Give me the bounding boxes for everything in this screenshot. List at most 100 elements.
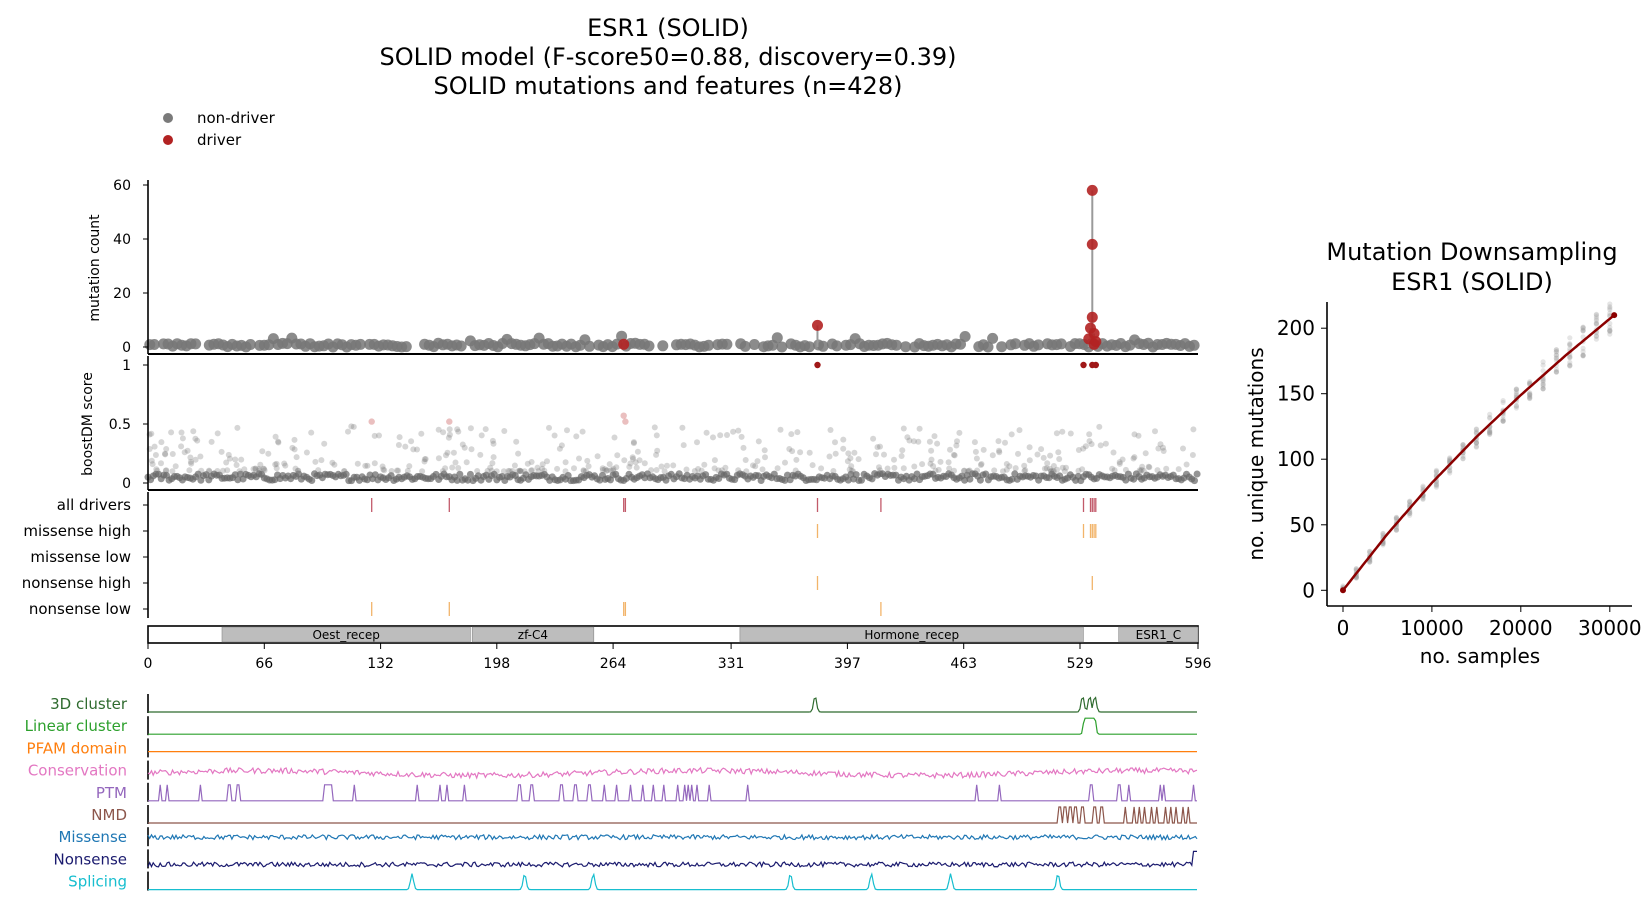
driver-track-label: missense high bbox=[23, 522, 131, 540]
y-tick-label: 0 bbox=[122, 340, 131, 356]
non-driver-score-point bbox=[490, 470, 498, 478]
non-driver-score-point bbox=[1008, 475, 1016, 483]
non-driver-score-point bbox=[932, 467, 939, 474]
downsample-point bbox=[1607, 304, 1613, 310]
downsample-point bbox=[1540, 362, 1546, 368]
driver-score-point bbox=[446, 418, 453, 425]
non-driver-score-point bbox=[964, 468, 971, 475]
non-driver-score-point bbox=[742, 457, 749, 463]
feature-track-label: Splicing bbox=[68, 873, 127, 891]
downsample-point bbox=[1447, 456, 1453, 462]
feature-track-line bbox=[148, 871, 1197, 891]
non-driver-score-point bbox=[1075, 447, 1082, 453]
non-driver-score-point bbox=[996, 447, 1002, 454]
downsample-point bbox=[1540, 381, 1546, 387]
non-driver-score-point bbox=[179, 435, 186, 442]
non-driver-score-point bbox=[455, 465, 462, 471]
downsample-point bbox=[1407, 512, 1413, 518]
non-driver-score-point bbox=[292, 465, 299, 472]
non-driver-score-point bbox=[224, 467, 231, 474]
non-driver-score-point bbox=[735, 427, 742, 434]
non-driver-score-point bbox=[152, 452, 159, 458]
non-driver-score-point bbox=[551, 432, 558, 439]
downsample-point bbox=[1580, 352, 1586, 359]
non-driver-score-point bbox=[1142, 450, 1149, 457]
non-driver-score-point bbox=[556, 445, 563, 452]
downsample-point bbox=[1433, 467, 1439, 473]
non-driver-score-point bbox=[528, 467, 535, 474]
downsample-point bbox=[1527, 379, 1533, 385]
non-driver-score-point bbox=[630, 455, 636, 462]
non-driver-point bbox=[1055, 338, 1067, 350]
x-tick-label: 596 bbox=[1185, 656, 1212, 672]
driver-score-point bbox=[620, 412, 627, 419]
non-driver-score-point bbox=[632, 459, 639, 466]
non-driver-score-point bbox=[500, 468, 507, 475]
non-driver-score-point bbox=[584, 457, 591, 464]
non-driver-score-point bbox=[234, 424, 241, 431]
non-driver-score-point bbox=[900, 425, 907, 432]
downsample-point bbox=[1567, 355, 1573, 361]
non-driver-score-point bbox=[818, 465, 825, 472]
non-driver-score-point bbox=[308, 477, 316, 484]
non-driver-score-point bbox=[762, 454, 768, 461]
title-line-2: SOLID model (F-score50=0.88, discovery=0… bbox=[380, 43, 957, 71]
downsample-point bbox=[1433, 482, 1439, 488]
non-driver-score-point bbox=[1015, 450, 1021, 457]
non-driver-score-point bbox=[197, 453, 204, 460]
x-tick-label: 20000 bbox=[1489, 616, 1553, 640]
downsample-point bbox=[1540, 359, 1546, 365]
driver-track-marks: all drivers missense high missense low nons… bbox=[22, 496, 1097, 618]
legend-marker-non-driver bbox=[163, 113, 173, 123]
non-driver-score-point bbox=[735, 467, 742, 474]
downsample-point bbox=[1540, 386, 1546, 392]
non-driver-score-point bbox=[906, 437, 913, 444]
non-driver-score-point bbox=[755, 438, 762, 445]
non-driver-score-point bbox=[913, 470, 921, 478]
non-driver-score-point bbox=[881, 451, 887, 458]
non-driver-score-point bbox=[977, 462, 984, 468]
non-driver-score-point bbox=[329, 459, 336, 466]
non-driver-score-point bbox=[951, 452, 958, 459]
non-driver-score-point bbox=[1016, 427, 1023, 434]
non-driver-score-point bbox=[877, 443, 883, 450]
downsample-point bbox=[1540, 386, 1546, 392]
non-driver-point bbox=[831, 340, 843, 352]
downsample-point bbox=[1593, 321, 1599, 327]
downsample-point bbox=[1593, 311, 1599, 317]
non-driver-score-point bbox=[281, 460, 288, 467]
downsample-point bbox=[1380, 530, 1386, 537]
downsample-point bbox=[1513, 386, 1519, 392]
downsample-point bbox=[1500, 418, 1506, 424]
non-driver-score-point bbox=[518, 468, 525, 475]
non-driver-score-point bbox=[793, 456, 800, 463]
x-axis-title: no. samples bbox=[1420, 644, 1540, 668]
non-driver-score-point bbox=[717, 432, 724, 439]
domain-label: ESR1_C bbox=[1136, 628, 1182, 642]
non-driver-score-point bbox=[562, 459, 569, 466]
non-driver-score-point bbox=[961, 467, 967, 474]
non-driver-score-point bbox=[761, 447, 768, 454]
non-driver-score-point bbox=[303, 449, 310, 456]
non-driver-score-point bbox=[653, 451, 660, 458]
non-driver-score-point bbox=[891, 456, 897, 463]
non-driver-score-point bbox=[1000, 468, 1006, 475]
non-driver-score-point bbox=[782, 459, 788, 466]
non-driver-point bbox=[739, 340, 751, 352]
non-driver-score-point bbox=[915, 438, 922, 445]
non-driver-score-point bbox=[487, 464, 494, 471]
non-driver-score-point bbox=[291, 446, 298, 453]
downsample-point bbox=[1473, 440, 1479, 446]
x-tick-label: 0 bbox=[1337, 616, 1350, 640]
non-driver-score-point bbox=[341, 468, 347, 475]
downsample-point bbox=[1553, 347, 1559, 353]
non-driver-score-point bbox=[1044, 460, 1051, 467]
non-driver-score-point bbox=[1111, 467, 1118, 474]
non-driver-score-point bbox=[884, 465, 891, 472]
main-title: ESR1 (SOLID) SOLID model (F-score50=0.88… bbox=[380, 14, 957, 100]
non-driver-score-point bbox=[546, 424, 552, 431]
non-driver-score-point bbox=[1046, 465, 1053, 472]
non-driver-score-point bbox=[1061, 468, 1068, 475]
downsample-point bbox=[1553, 369, 1559, 375]
downsample-point bbox=[1513, 403, 1519, 409]
